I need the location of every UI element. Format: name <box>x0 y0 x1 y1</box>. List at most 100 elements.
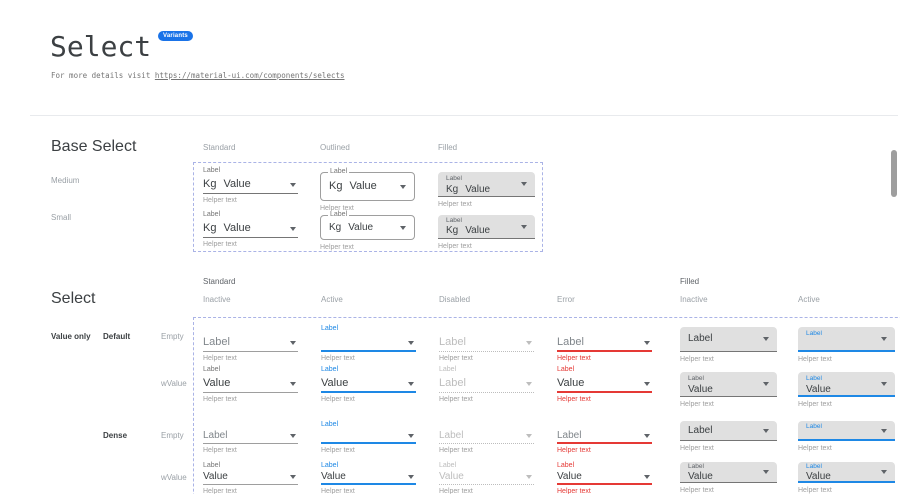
base-select-standard-small[interactable]: Label Kg Value Helper text <box>203 211 298 248</box>
floating-label <box>439 325 534 336</box>
select-value-row: Value <box>203 471 298 485</box>
filled-box: Label <box>798 421 895 441</box>
chevron-down-icon <box>644 434 650 438</box>
row-subgroup-default: Default <box>103 332 131 341</box>
helper-text: Helper text <box>798 487 832 494</box>
floating-label: Label <box>557 366 575 373</box>
prefix-adornment: Kg <box>203 178 217 190</box>
select-standard-inactive-wvalue[interactable]: Label Value Helper text <box>203 366 298 403</box>
select-standard-inactive-dense-wvalue[interactable]: Label Value Helper text <box>203 462 298 494</box>
select-standard-active-empty[interactable]: Label Helper text <box>321 325 416 362</box>
select-value-row: Value <box>557 471 652 485</box>
select-value: Value <box>806 384 831 395</box>
filled-box: Label Value <box>798 372 895 397</box>
floating-label: Label <box>328 211 350 218</box>
vertical-scrollbar-thumb[interactable] <box>891 150 897 197</box>
base-select-outlined-small[interactable]: Label Kg Value Helper text <box>320 211 415 251</box>
helper-text: Helper text <box>439 355 473 362</box>
select-standard-error-wvalue[interactable]: Label Value Helper text <box>557 366 652 403</box>
helper-text: Helper text <box>439 447 473 454</box>
row-subgroup-dense: Dense <box>103 431 128 440</box>
filled-box: Label Kg Value <box>438 215 535 239</box>
chevron-down-icon <box>290 434 296 438</box>
helper-text: Helper text <box>557 396 591 403</box>
row-label-empty: Empty <box>161 332 184 341</box>
docs-link[interactable]: https://material-ui.com/components/selec… <box>154 71 345 80</box>
header-divider <box>30 115 898 116</box>
chevron-down-icon <box>881 429 887 433</box>
base-select-outlined-medium[interactable]: Label Kg Value Helper text <box>320 168 415 212</box>
select-value-row <box>321 430 416 444</box>
helper-text: Helper text <box>439 488 473 494</box>
select-filled-inactive-empty[interactable]: Label Helper text <box>680 327 777 363</box>
select-value: Value <box>348 222 374 233</box>
row-label-dense-empty: Empty <box>161 431 184 440</box>
chevron-down-icon <box>644 475 650 479</box>
select-standard-active-wvalue[interactable]: Label Value Helper text <box>321 366 416 403</box>
filled-box: Label Value <box>798 462 895 483</box>
chevron-down-icon <box>526 341 532 345</box>
select-value: Value <box>688 471 713 482</box>
base-select-heading: Base Select <box>51 138 137 155</box>
helper-text: Helper text <box>203 197 237 204</box>
select-standard-error-empty[interactable]: Label Helper text <box>557 325 652 362</box>
prefix-adornment: Kg <box>446 184 459 195</box>
chevron-down-icon <box>521 182 527 186</box>
chevron-down-icon <box>408 434 414 438</box>
select-value-row: Label <box>439 430 534 444</box>
select-filled-active-wvalue[interactable]: Label Value Helper text <box>798 372 895 408</box>
chevron-down-icon <box>763 382 769 386</box>
select-value-row: Label <box>203 336 298 352</box>
prefix-adornment: Kg <box>329 222 342 233</box>
state-header-disabled: Disabled <box>439 295 471 304</box>
select-standard-inactive-empty[interactable]: Label Helper text <box>203 325 298 362</box>
select-filled-inactive-dense-wvalue[interactable]: Label Value Helper text <box>680 462 777 494</box>
state-header-active: Active <box>321 295 343 304</box>
floating-label: Label <box>328 168 350 175</box>
select-value-row <box>321 336 416 352</box>
select-filled-inactive-dense-empty[interactable]: Label Helper text <box>680 421 777 452</box>
select-standard-disabled-empty: Label Helper text <box>439 325 534 362</box>
base-select-standard-medium[interactable]: Label Kg Value Helper text <box>203 167 298 204</box>
base-select-filled-small[interactable]: Label Kg Value Helper text <box>438 215 535 250</box>
select-filled-active-dense-empty[interactable]: Label Helper text <box>798 421 895 452</box>
floating-label: Label <box>688 463 704 470</box>
select-value: Value <box>439 471 464 482</box>
select-value-row: Value <box>557 377 652 393</box>
select-standard-disabled-dense-wvalue: Label Value Helper text <box>439 462 534 494</box>
column-header-standard: Standard <box>203 143 236 152</box>
select-value-row: Kg Value <box>321 216 414 239</box>
base-select-filled-medium[interactable]: Label Kg Value Helper text <box>438 172 535 208</box>
helper-text: Helper text <box>680 445 714 452</box>
floating-label: Label <box>203 211 221 218</box>
select-standard-active-dense-wvalue[interactable]: Label Value Helper text <box>321 462 416 494</box>
floating-label <box>203 421 298 430</box>
select-standard-error-dense-empty[interactable]: Label Helper text <box>557 421 652 454</box>
helper-text: Helper text <box>203 488 237 494</box>
helper-text: Helper text <box>321 396 355 403</box>
select-value-row: Kg Value <box>203 178 298 194</box>
select-standard-inactive-dense-empty[interactable]: Label Helper text <box>203 421 298 454</box>
select-value-row: Label <box>439 377 534 393</box>
select-standard-error-dense-wvalue[interactable]: Label Value Helper text <box>557 462 652 494</box>
select-filled-inactive-wvalue[interactable]: Label Value Helper text <box>680 372 777 408</box>
select-value: Label <box>439 377 466 389</box>
select-placeholder: Label <box>203 336 230 348</box>
prefix-adornment: Kg <box>329 180 343 192</box>
select-value: Value <box>321 377 349 389</box>
floating-label: Label <box>439 462 457 469</box>
select-filled-active-empty[interactable]: Label Helper text <box>798 327 895 363</box>
select-value-row: Value <box>439 471 534 485</box>
filled-box: Label Kg Value <box>438 172 535 197</box>
floating-label <box>203 325 298 336</box>
chevron-down-icon <box>408 341 414 345</box>
state-header-inactive: Inactive <box>203 295 231 304</box>
select-standard-active-dense-empty[interactable]: Label Helper text <box>321 421 416 454</box>
row-label-medium: Medium <box>51 176 80 185</box>
chevron-down-icon <box>763 337 769 341</box>
helper-text: Helper text <box>321 488 355 494</box>
select-value: Value <box>321 471 346 482</box>
state-header-filled-inactive: Inactive <box>680 295 708 304</box>
select-value-row: Value <box>203 377 298 393</box>
select-filled-active-dense-wvalue[interactable]: Label Value Helper text <box>798 462 895 494</box>
